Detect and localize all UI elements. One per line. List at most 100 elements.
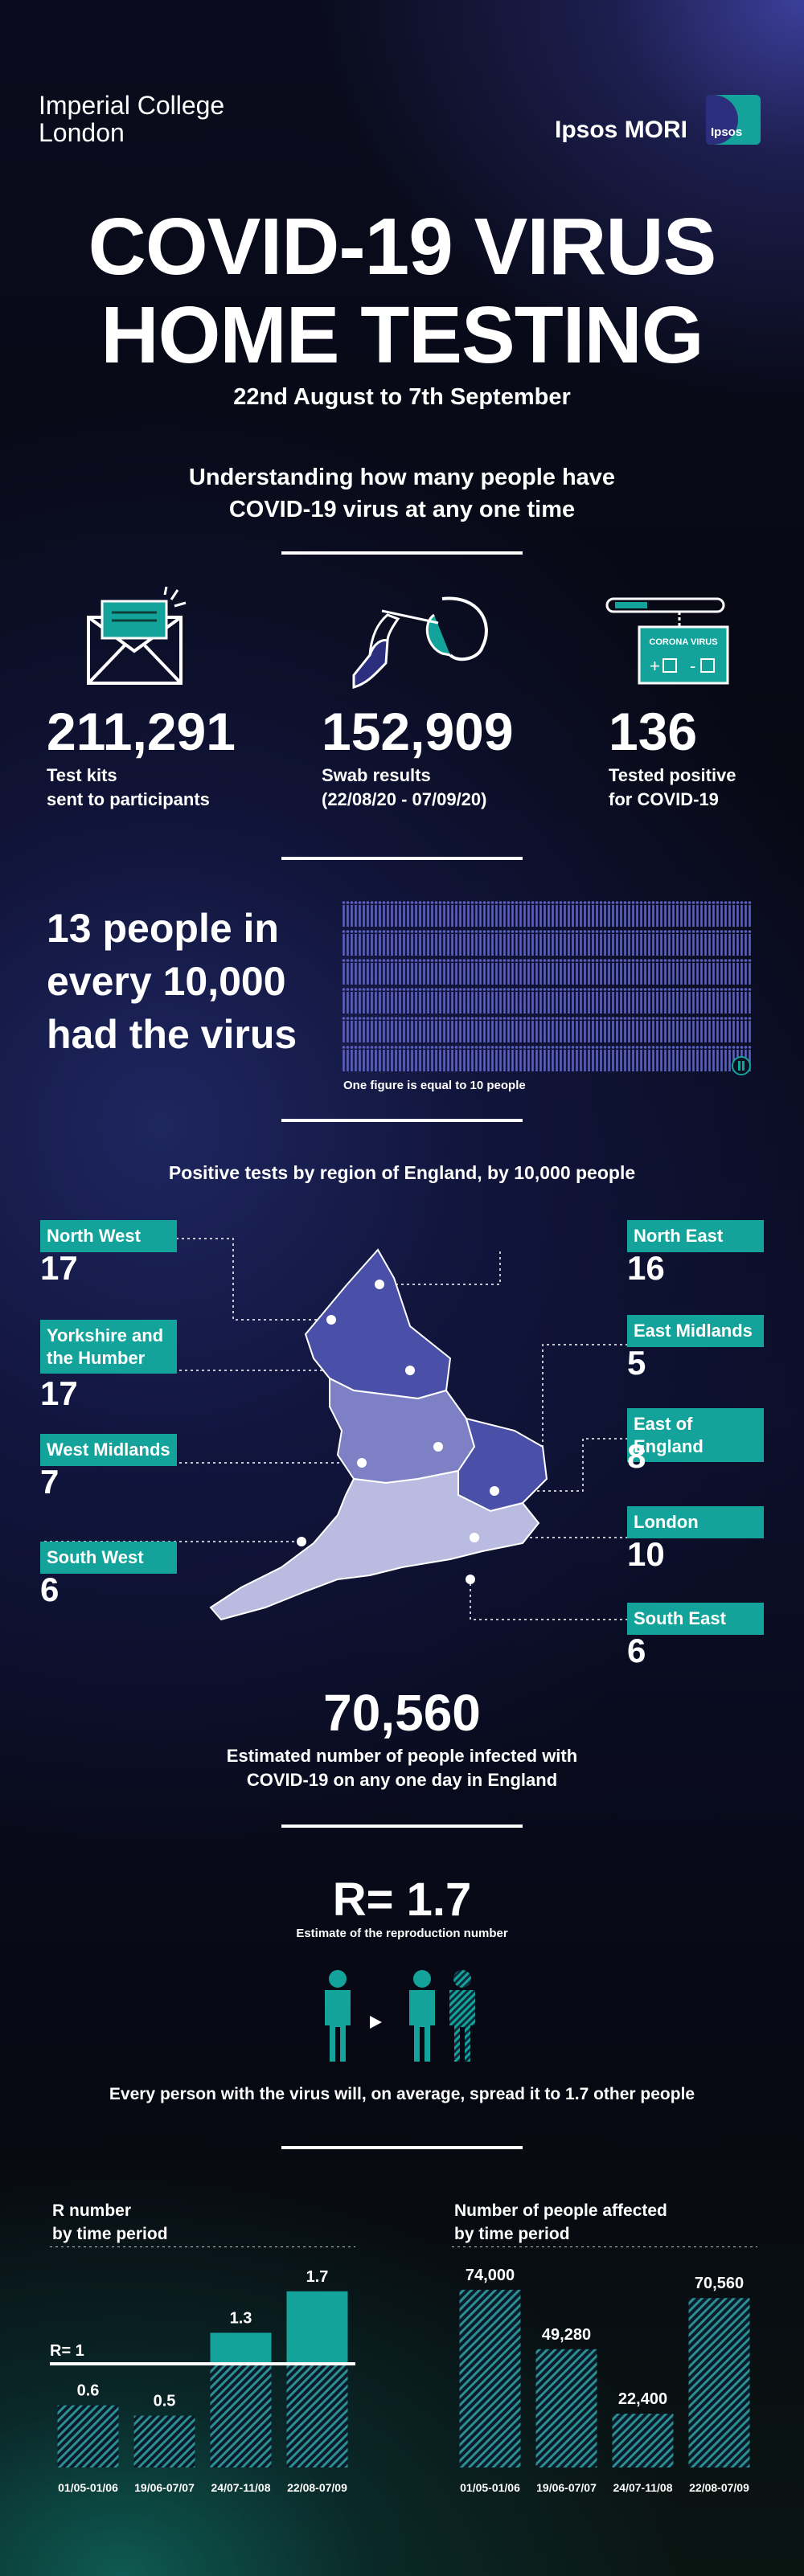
- stat-kits-label: Test kits sent to participants: [47, 764, 210, 811]
- stat-positive-value: 136: [609, 702, 698, 761]
- x-tick-label: 22/08-07/09: [689, 2481, 749, 2494]
- people-note: One figure is equal to 10 people: [343, 1079, 526, 1092]
- x-tick-label: 01/05-01/06: [58, 2481, 118, 2494]
- region-value-east-of-england: 8: [627, 1437, 646, 1475]
- intro-line-1: Understanding how many people have: [188, 465, 616, 490]
- bar-top: [210, 2332, 272, 2365]
- x-tick-label: 24/07-11/08: [211, 2481, 271, 2494]
- chart1-title: R number by time period: [52, 2199, 168, 2246]
- bar-value-label: 0.6: [77, 2382, 100, 2400]
- label-line: Swab results: [322, 765, 431, 785]
- region-tag-london: London: [627, 1506, 764, 1538]
- bar-value-label: 1.7: [306, 2268, 329, 2286]
- chart-title-line: Number of people affected: [454, 2201, 667, 2220]
- estimate-label-2: COVID-19 on any one day in England: [246, 1770, 558, 1790]
- region-value-south-west: 6: [40, 1571, 59, 1608]
- reference-line-label: R= 1: [50, 2342, 84, 2360]
- bar: [210, 2364, 272, 2467]
- region-name: West Midlands: [47, 1440, 170, 1460]
- logo-line-1: Imperial College: [39, 91, 225, 120]
- region-tag-north-west: North West: [40, 1220, 177, 1252]
- bar: [57, 2405, 119, 2467]
- headline-line: 13 people in: [47, 906, 279, 951]
- bar: [286, 2364, 348, 2467]
- label-line: (22/08/20 - 07/09/20): [322, 788, 487, 809]
- region-name: Yorkshire and: [47, 1325, 164, 1345]
- divider: [281, 551, 523, 555]
- x-tick-label: 24/07-11/08: [613, 2481, 673, 2494]
- label-line: Test kits: [47, 765, 117, 785]
- x-tick-label: 22/08-07/09: [287, 2481, 347, 2494]
- region-name: North East: [634, 1226, 724, 1246]
- england-map: [44, 1238, 639, 1621]
- region-value-north-west: 17: [40, 1249, 78, 1287]
- x-tick-label: 01/05-01/06: [460, 2481, 520, 2494]
- title-line-1: COVID-19 VIRUS: [88, 202, 717, 292]
- region-name: the Humber: [47, 1347, 146, 1368]
- people-grid: [342, 900, 752, 1075]
- bar: [688, 2298, 750, 2467]
- chart2-title: Number of people affected by time period: [454, 2199, 667, 2246]
- region-value-south-east: 6: [627, 1632, 646, 1669]
- bar-value-label: 1.3: [230, 2309, 252, 2327]
- bar-value-label: 0.5: [154, 2393, 176, 2410]
- stat-swab-value: 152,909: [322, 702, 514, 761]
- divider: [281, 857, 523, 860]
- bar: [612, 2414, 674, 2467]
- region-name: North West: [47, 1226, 141, 1246]
- bar-value-label: 22,400: [618, 2390, 667, 2408]
- divider: [281, 1119, 523, 1122]
- people-affected-chart: 74,000 01/05-01/06 49,280 19/06-07/07 22,400…: [452, 2246, 757, 2494]
- region-east: [457, 1417, 548, 1513]
- chart-title-line: R number: [52, 2201, 132, 2220]
- test-kit-icon: CORONA VIRUS + -: [605, 597, 729, 685]
- svg-text:-: -: [690, 656, 695, 676]
- region-name: South West: [47, 1547, 144, 1567]
- bar-value-label: 74,000: [466, 2267, 515, 2284]
- bar-top: [286, 2291, 348, 2365]
- region-tag-south-east: South East: [627, 1603, 764, 1635]
- region-value-north-east: 16: [627, 1249, 665, 1287]
- envelope-icon: [87, 586, 187, 685]
- region-tag-east-of-england: East of England: [627, 1408, 764, 1462]
- estimate-label-1: Estimated number of people infected with: [226, 1746, 578, 1766]
- region-tag-yorkshire: Yorkshire and the Humber: [40, 1320, 177, 1374]
- r-value: R= 1.7: [332, 1874, 472, 1926]
- swab-icon: [352, 596, 488, 689]
- region-tag-south-west: South West: [40, 1542, 177, 1574]
- badge-text: Ipsos: [711, 125, 743, 139]
- spread-people-icon: [325, 1970, 475, 2062]
- region-tag-east-midlands: East Midlands: [627, 1315, 764, 1347]
- bar-value-label: 49,280: [542, 2326, 591, 2344]
- stat-positive-label: Tested positive for COVID-19: [609, 764, 736, 811]
- divider: [281, 2146, 523, 2149]
- r-number-chart: 0.6 01/05-01/06 0.5 19/06-07/07 1.3 24/07-11/…: [50, 2246, 355, 2494]
- region-name: East of England: [634, 1414, 704, 1456]
- headline-line: every 10,000: [47, 959, 286, 1004]
- label-line: Tested positive: [609, 765, 736, 785]
- region-value-west-midlands: 7: [40, 1463, 59, 1501]
- divider: [281, 1824, 523, 1828]
- label-line: for COVID-19: [609, 788, 719, 809]
- title-line-2: HOME TESTING: [100, 290, 704, 380]
- headline-line: had the virus: [47, 1012, 297, 1057]
- stat-swab-label: Swab results (22/08/20 - 07/09/20): [322, 764, 486, 811]
- title-dates: 22nd August to 7th September: [233, 384, 571, 410]
- imperial-logo: Imperial College London: [39, 92, 224, 146]
- ipsos-mori-logo: Ipsos MORI: [555, 117, 688, 143]
- region-south: [209, 1469, 540, 1621]
- logo-line-2: London: [39, 117, 125, 147]
- bar-value-label: 70,560: [695, 2275, 744, 2292]
- x-tick-label: 19/06-07/07: [536, 2481, 597, 2494]
- region-name: East Midlands: [634, 1321, 753, 1341]
- kit-label: CORONA VIRUS: [649, 637, 717, 647]
- bar: [459, 2289, 521, 2467]
- region-value-london: 10: [627, 1535, 665, 1573]
- r-description: Every person with the virus will, on ave…: [109, 2085, 695, 2103]
- chart-title-line: by time period: [454, 2225, 570, 2244]
- region-value-yorkshire: 17: [40, 1374, 78, 1412]
- region-north: [304, 1248, 452, 1400]
- region-name: South East: [634, 1608, 726, 1628]
- people-headline: 13 people in every 10,000 had the virus: [47, 902, 297, 1061]
- ipsos-badge-icon: Ipsos: [706, 95, 761, 145]
